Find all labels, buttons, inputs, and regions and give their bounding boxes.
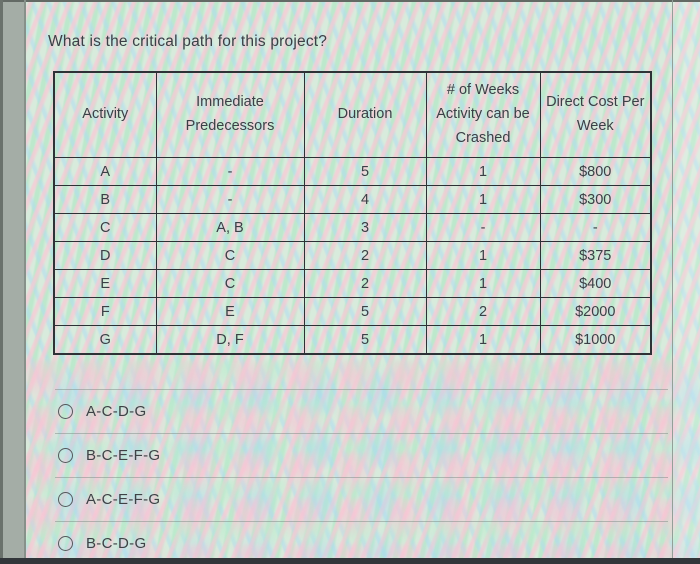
cell-direct-cost: $1000 [539,325,652,355]
cell-activity: B [53,185,157,214]
cell-predecessors: D, F [155,325,305,355]
radio-unselected-icon[interactable] [58,492,73,507]
cell-activity: C [53,213,157,242]
cell-direct-cost: - [539,213,652,242]
cell-duration: 5 [303,325,427,355]
cell-weeks-crashable: 1 [425,185,541,214]
table-header-row: Activity Immediate Predecessors Duration… [53,71,652,158]
table-row-d: D C 2 1 $375 [53,241,652,270]
table-row-f: F E 5 2 $2000 [53,297,652,326]
answer-option-label: B-C-D-G [86,535,147,552]
top-edge-line [0,0,700,2]
cell-weeks-crashable: 1 [425,241,541,270]
cell-direct-cost: $300 [539,185,652,214]
cell-activity: D [53,241,157,270]
cell-weeks-crashable: 1 [425,157,541,186]
answer-option-1[interactable]: A-C-D-G [55,389,668,433]
cell-duration: 4 [303,185,427,214]
cell-duration: 5 [303,297,427,326]
radio-unselected-icon[interactable] [58,536,73,551]
cell-predecessors: - [155,185,305,214]
table-row-b: B - 4 1 $300 [53,185,652,214]
cell-predecessors: E [155,297,305,326]
cell-predecessors: - [155,157,305,186]
table-row-c: C A, B 3 - - [53,213,652,242]
cell-direct-cost: $2000 [539,297,652,326]
col-header-direct-cost: Direct Cost Per Week [539,71,652,158]
answer-option-label: B-C-E-F-G [86,447,161,464]
left-card-border-line [24,0,26,564]
table-row-g: G D, F 5 1 $1000 [53,325,652,355]
cell-weeks-crashable: 2 [425,297,541,326]
cell-activity: F [53,297,157,326]
cell-activity: E [53,269,157,298]
col-header-duration: Duration [303,71,427,158]
answer-option-4[interactable]: B-C-D-G [55,521,668,564]
right-edge-wash [673,0,700,564]
radio-unselected-icon[interactable] [58,404,73,419]
table-row-e: E C 2 1 $400 [53,269,652,298]
cell-predecessors: A, B [155,213,305,242]
cell-duration: 5 [303,157,427,186]
table-row-a: A - 5 1 $800 [53,157,652,186]
left-edge-dark-line [0,0,3,564]
cell-weeks-crashable: 1 [425,269,541,298]
col-header-activity: Activity [53,71,157,158]
cell-predecessors: C [155,241,305,270]
activity-table: Activity Immediate Predecessors Duration… [53,71,652,355]
cell-duration: 2 [303,241,427,270]
cell-duration: 3 [303,213,427,242]
cell-direct-cost: $375 [539,241,652,270]
right-card-border-line [672,0,673,564]
table-header: Activity Immediate Predecessors Duration… [53,71,652,158]
radio-unselected-icon[interactable] [58,448,73,463]
cell-weeks-crashable: - [425,213,541,242]
col-header-weeks-crashable: # of Weeks Activity can be Crashed [425,71,541,158]
cell-activity: A [53,157,157,186]
moire-blob-background [26,360,700,558]
answer-option-label: A-C-D-G [86,403,147,420]
cell-direct-cost: $800 [539,157,652,186]
cell-activity: G [53,325,157,355]
cell-duration: 2 [303,269,427,298]
col-header-immediate-predecessors: Immediate Predecessors [155,71,305,158]
answer-options: A-C-D-G B-C-E-F-G A-C-E-F-G B-C-D-G [55,389,668,564]
bottom-dark-bar [0,558,700,564]
answer-option-label: A-C-E-F-G [86,491,161,508]
answer-option-3[interactable]: A-C-E-F-G [55,477,668,521]
answer-option-2[interactable]: B-C-E-F-G [55,433,668,477]
cell-predecessors: C [155,269,305,298]
table-body: A - 5 1 $800 B - 4 1 $300 C A, B 3 [53,157,652,355]
cell-weeks-crashable: 1 [425,325,541,355]
question-text: What is the critical path for this proje… [48,33,328,50]
cell-direct-cost: $400 [539,269,652,298]
